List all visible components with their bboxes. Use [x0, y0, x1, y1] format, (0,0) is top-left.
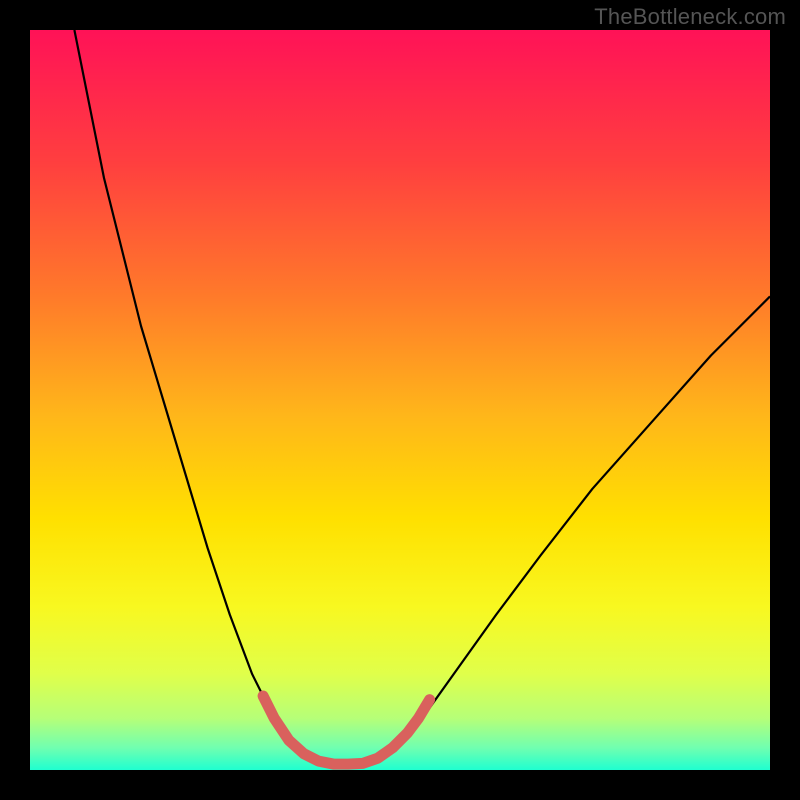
- plot-area: [30, 30, 770, 770]
- optimal-range-highlight: [263, 696, 430, 764]
- chart-frame: TheBottleneck.com: [0, 0, 800, 800]
- bottleneck-curve: [74, 30, 770, 764]
- watermark-text: TheBottleneck.com: [594, 4, 786, 30]
- chart-svg: [30, 30, 770, 770]
